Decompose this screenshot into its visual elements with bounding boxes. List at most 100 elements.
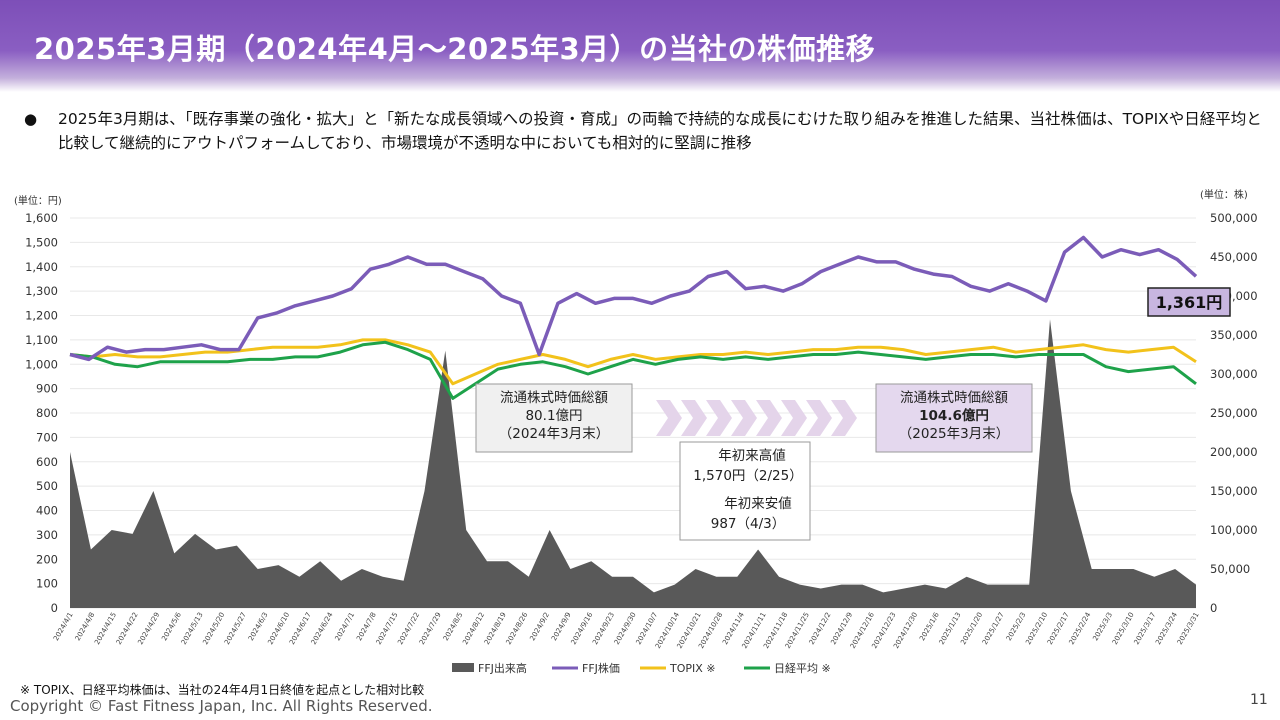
legend-topix-label: TOPIX ※ — [669, 662, 716, 675]
x-tick-label: 2025/1/13 — [938, 611, 963, 646]
chevron-icon — [806, 400, 832, 436]
left-tick-label: 500 — [36, 479, 58, 493]
cap-end-line2: 104.6億円 — [919, 407, 989, 424]
left-tick-label: 600 — [36, 455, 58, 469]
x-tick-label: 2024/4/29 — [136, 611, 161, 646]
x-tick-label: 2025/3/31 — [1176, 611, 1201, 646]
volume-series — [70, 319, 1196, 608]
x-tick-label: 2024/6/24 — [310, 611, 335, 647]
low-label: 年初来安値 — [724, 495, 792, 512]
x-tick-label: 2025/1/20 — [959, 611, 984, 646]
x-tick-label: 2024/9/2 — [528, 611, 551, 642]
left-tick-label: 900 — [36, 382, 58, 396]
x-tick-label: 2024/4/8 — [74, 611, 97, 642]
left-tick-label: 1,200 — [25, 309, 58, 323]
footnote: ※ TOPIX、日経平均株価は、当社の24年4月1日終値を起点とした相対比較 — [20, 683, 425, 697]
x-tick-label: 2024/7/29 — [418, 611, 443, 646]
x-tick-label: 2024/4/15 — [93, 611, 118, 646]
cap-start-box: 流通株式時価総額 80.1億円 （2024年3月末） — [475, 383, 633, 453]
left-tick-label: 700 — [36, 430, 58, 444]
x-tick-label: 2025/2/10 — [1024, 611, 1049, 646]
chevron-icon — [781, 400, 807, 436]
x-tick-label: 2024/8/26 — [505, 611, 530, 647]
x-tick-label: 2025/1/6 — [918, 611, 941, 643]
x-tick-label: 2024/5/6 — [160, 611, 183, 643]
summary-text: 2025年3月期は、「既存事業の強化・拡大」と「新たな成長領域への投資・育成」の… — [58, 110, 1262, 152]
chevron-icon — [831, 400, 857, 436]
x-tick-label: 2024/7/22 — [396, 611, 421, 646]
right-tick-label: 350,000 — [1210, 328, 1258, 342]
legend-volume-swatch — [452, 663, 474, 672]
price-callout-text: 1,361円 — [1156, 293, 1223, 312]
left-tick-label: 1,100 — [25, 333, 58, 347]
x-tick-label: 2024/7/15 — [375, 611, 400, 646]
legend: FFJ出来高 FFJ株価 TOPIX ※ 日経平均 ※ — [452, 661, 831, 675]
x-tick-label: 2024/5/13 — [180, 611, 205, 646]
chevron-icon — [731, 400, 757, 436]
right-tick-label: 100,000 — [1210, 523, 1258, 537]
price-line — [69, 235, 1198, 362]
right-tick-label: 200,000 — [1210, 445, 1258, 459]
left-tick-label: 1,600 — [25, 211, 58, 225]
chevron-icon — [706, 400, 732, 436]
legend-volume-label: FFJ出来高 — [478, 661, 527, 675]
x-tick-label: 2024/5/27 — [223, 611, 248, 646]
right-axis-ticks: 0 50,000 100,000 150,000 200,000 250,000 300,0… — [1210, 211, 1258, 615]
x-tick-label: 2024/10/7 — [635, 611, 660, 646]
right-tick-label: 150,000 — [1210, 484, 1258, 498]
x-tick-label: 2024/8/5 — [442, 611, 465, 642]
cap-start-line3: （2024年3月末） — [499, 426, 609, 442]
stock-price-chart: 0 100 200 300 400 500 600 700 800 900 1,000 1,100 1,… — [25, 211, 1258, 675]
left-tick-label: 100 — [36, 577, 58, 591]
legend-nikkei-label: 日経平均 ※ — [774, 662, 831, 675]
left-axis-ticks: 0 100 200 300 400 500 600 700 800 900 1,000 1,100 1,… — [25, 211, 58, 615]
high-low-box: 年初来高値 1,570円（2/25） 年初来安値 987（4/3） — [679, 441, 811, 541]
page-title: 2025年3月期（2024年4月～2025年3月）の当社の株価推移 — [34, 32, 876, 66]
topix-line — [69, 338, 1197, 386]
left-tick-label: 1,000 — [25, 357, 58, 371]
left-tick-label: 1,400 — [25, 260, 58, 274]
cap-end-box: 流通株式時価総額 104.6億円 （2025年3月末） — [875, 383, 1033, 453]
cap-start-line1: 流通株式時価総額 — [500, 390, 608, 406]
right-tick-label: 450,000 — [1210, 250, 1258, 264]
right-axis-unit: (単位：株) — [1200, 190, 1248, 201]
line-series — [69, 235, 1198, 400]
x-tick-label: 2024/8/19 — [483, 611, 508, 646]
chevron-icon — [756, 400, 782, 436]
left-axis-unit: (単位：円) — [14, 196, 62, 207]
volume-area — [70, 319, 1196, 608]
left-tick-label: 0 — [51, 601, 58, 615]
page-number: 11 — [1250, 692, 1268, 708]
x-tick-label: 2024/9/23 — [591, 611, 616, 646]
x-tick-label: 2024/6/3 — [247, 611, 270, 642]
low-value: 987（4/3） — [711, 516, 786, 532]
left-tick-label: 1,500 — [25, 235, 58, 249]
left-tick-label: 300 — [36, 528, 58, 542]
growth-arrow-icon — [656, 400, 857, 436]
right-tick-label: 250,000 — [1210, 406, 1258, 420]
nikkei-line — [69, 340, 1197, 400]
x-tick-label: 2025/3/17 — [1133, 611, 1158, 646]
chevron-icon — [681, 400, 707, 436]
x-tick-label: 2024/4/1 — [52, 611, 75, 642]
x-tick-label: 2024/12/2 — [808, 611, 833, 646]
summary-bullet: ● 2025年3月期は、「既存事業の強化・拡大」と「新たな成長領域への投資・育成… — [24, 107, 1274, 155]
right-tick-label: 300,000 — [1210, 367, 1258, 381]
cap-start-line2: 80.1億円 — [525, 408, 582, 424]
left-tick-label: 800 — [36, 406, 58, 420]
x-tick-label: 2025/3/3 — [1091, 611, 1114, 642]
x-tick-label: 2025/2/17 — [1046, 611, 1071, 646]
x-axis-ticks: 2024/4/12024/4/82024/4/152024/4/222024/4… — [52, 611, 1201, 650]
x-tick-label: 2024/9/30 — [613, 611, 638, 646]
chevron-icon — [656, 400, 682, 436]
left-tick-label: 1,300 — [25, 284, 58, 298]
x-tick-label: 2024/6/10 — [266, 611, 291, 646]
cap-end-line1: 流通株式時価総額 — [900, 390, 1008, 406]
x-tick-label: 2024/12/9 — [829, 611, 854, 646]
x-tick-label: 2025/2/24 — [1068, 611, 1093, 647]
x-tick-label: 2024/9/9 — [550, 611, 573, 642]
x-tick-label: 2024/5/20 — [201, 611, 226, 646]
x-tick-label: 2024/6/17 — [288, 611, 313, 646]
left-tick-label: 400 — [36, 504, 58, 518]
price-callout: 1,361円 — [1147, 287, 1231, 317]
